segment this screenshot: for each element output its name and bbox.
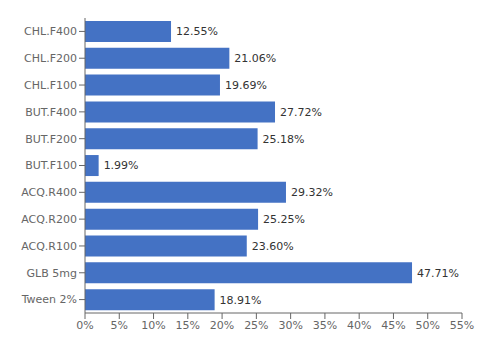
svg-text:18.91%: 18.91% [220, 294, 262, 307]
svg-text:GLB 5mg: GLB 5mg [27, 267, 77, 280]
svg-text:30%: 30% [278, 319, 302, 332]
svg-text:5%: 5% [111, 319, 128, 332]
svg-text:ACQ.R400: ACQ.R400 [21, 186, 77, 199]
svg-text:45%: 45% [381, 319, 405, 332]
svg-text:12.55%: 12.55% [176, 25, 218, 38]
svg-text:0%: 0% [76, 319, 93, 332]
svg-text:55%: 55% [450, 319, 474, 332]
svg-text:20%: 20% [210, 319, 234, 332]
svg-text:19.69%: 19.69% [225, 79, 267, 92]
svg-text:15%: 15% [176, 319, 200, 332]
svg-text:23.60%: 23.60% [252, 240, 294, 253]
svg-text:1.99%: 1.99% [104, 159, 139, 172]
svg-text:35%: 35% [313, 319, 337, 332]
svg-text:CHL.F100: CHL.F100 [24, 79, 77, 92]
svg-text:10%: 10% [141, 319, 165, 332]
svg-text:ACQ.R200: ACQ.R200 [21, 213, 77, 226]
svg-text:CHL.F200: CHL.F200 [24, 52, 77, 65]
svg-text:50%: 50% [416, 319, 440, 332]
svg-text:CHL.F400: CHL.F400 [24, 25, 77, 38]
svg-text:40%: 40% [347, 319, 371, 332]
svg-text:27.72%: 27.72% [280, 106, 322, 119]
svg-text:25.25%: 25.25% [263, 213, 305, 226]
svg-text:47.71%: 47.71% [417, 267, 459, 280]
svg-text:ACQ.R100: ACQ.R100 [21, 240, 77, 253]
svg-text:Tween 2%: Tween 2% [21, 293, 77, 306]
svg-text:25%: 25% [244, 319, 268, 332]
svg-text:29.32%: 29.32% [291, 186, 333, 199]
svg-text:BUT.F100: BUT.F100 [25, 159, 77, 172]
svg-text:25.18%: 25.18% [263, 133, 305, 146]
svg-text:21.06%: 21.06% [234, 52, 276, 65]
svg-text:BUT.F400: BUT.F400 [25, 106, 77, 119]
svg-text:BUT.F200: BUT.F200 [25, 133, 77, 146]
